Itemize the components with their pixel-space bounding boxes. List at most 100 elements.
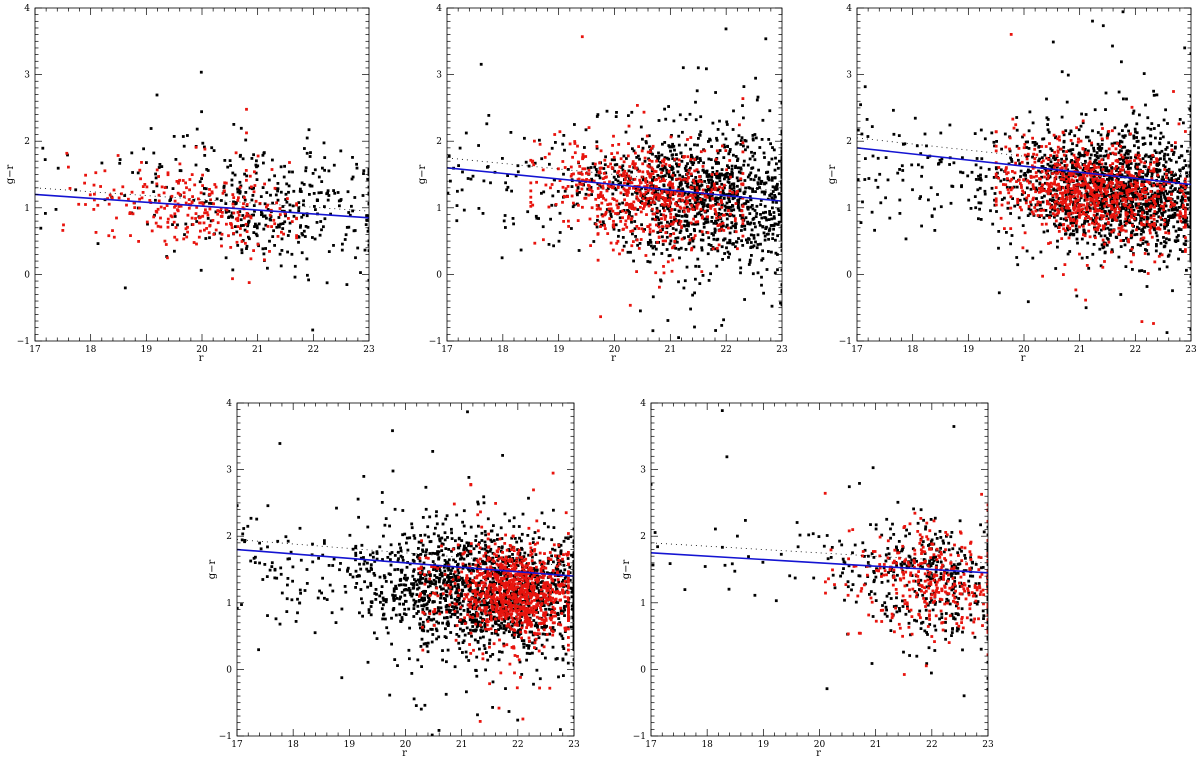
black-point bbox=[741, 244, 745, 247]
red-point bbox=[672, 232, 676, 235]
red-point bbox=[609, 207, 613, 211]
red-point bbox=[587, 126, 591, 129]
red-point bbox=[683, 177, 686, 181]
black-point bbox=[776, 268, 779, 272]
red-point bbox=[583, 167, 587, 171]
red-point bbox=[677, 194, 680, 198]
black-point bbox=[911, 188, 914, 192]
black-point bbox=[929, 186, 933, 190]
red-point bbox=[1031, 136, 1034, 140]
black-point bbox=[287, 190, 290, 194]
red-point bbox=[199, 191, 203, 195]
black-point bbox=[666, 207, 670, 211]
black-point bbox=[300, 181, 304, 185]
x-tick-label: 23 bbox=[776, 345, 788, 355]
black-point bbox=[589, 166, 593, 169]
red-point bbox=[198, 216, 201, 220]
black-point bbox=[1120, 157, 1124, 161]
black-point bbox=[1146, 212, 1149, 215]
black-point bbox=[978, 186, 982, 190]
red-point bbox=[276, 235, 280, 238]
red-point bbox=[186, 230, 189, 234]
black-point bbox=[739, 271, 742, 275]
red-point bbox=[209, 198, 212, 202]
black-point bbox=[351, 156, 354, 159]
black-point bbox=[247, 235, 250, 239]
red-point bbox=[1162, 182, 1166, 186]
red-point bbox=[673, 190, 677, 194]
red-point bbox=[162, 191, 166, 195]
black-point bbox=[663, 164, 666, 168]
black-point bbox=[160, 165, 164, 168]
black-point bbox=[761, 257, 765, 260]
black-point bbox=[716, 249, 720, 253]
black-point bbox=[1189, 241, 1191, 245]
black-point bbox=[748, 173, 751, 177]
black-point bbox=[694, 118, 698, 122]
black-point bbox=[1178, 169, 1182, 173]
red-point bbox=[1062, 153, 1066, 157]
red-point bbox=[601, 214, 605, 218]
red-point bbox=[624, 174, 628, 178]
black-point bbox=[1121, 145, 1125, 149]
red-point bbox=[1152, 160, 1156, 164]
black-point bbox=[700, 246, 704, 250]
red-point bbox=[145, 185, 149, 189]
red-point bbox=[232, 196, 236, 199]
black-point bbox=[252, 204, 256, 207]
red-point bbox=[1117, 211, 1120, 214]
x-tick-label: 21 bbox=[665, 345, 676, 355]
red-point bbox=[609, 202, 613, 206]
black-point bbox=[756, 243, 760, 246]
black-point bbox=[1053, 215, 1056, 219]
black-point bbox=[716, 128, 720, 131]
black-point bbox=[1088, 139, 1091, 143]
x-tick-label: 22 bbox=[308, 345, 319, 355]
black-point bbox=[724, 27, 728, 31]
black-point bbox=[1183, 46, 1187, 50]
black-point bbox=[1159, 252, 1162, 256]
black-point bbox=[1046, 123, 1049, 126]
black-point bbox=[506, 174, 509, 177]
red-point bbox=[722, 229, 726, 232]
black-point bbox=[1141, 228, 1145, 231]
black-point bbox=[1145, 201, 1149, 205]
black-point bbox=[780, 225, 782, 229]
black-point bbox=[674, 236, 678, 240]
black-point bbox=[1042, 137, 1046, 141]
black-point bbox=[646, 202, 649, 206]
black-point bbox=[739, 214, 742, 217]
black-point bbox=[319, 191, 323, 194]
black-point bbox=[776, 207, 780, 211]
black-point bbox=[1136, 243, 1140, 247]
black-point bbox=[1139, 219, 1142, 223]
black-point bbox=[1071, 174, 1075, 178]
black-point bbox=[1028, 110, 1032, 114]
black-point bbox=[1086, 192, 1090, 196]
black-point bbox=[699, 130, 703, 134]
red-point bbox=[1064, 206, 1068, 210]
red-point bbox=[112, 188, 116, 192]
black-point bbox=[614, 115, 618, 118]
black-point bbox=[688, 112, 692, 116]
black-point bbox=[774, 251, 778, 255]
x-tick-label: 17 bbox=[441, 345, 453, 355]
black-point bbox=[519, 248, 523, 252]
black-point bbox=[367, 185, 369, 189]
black-point bbox=[1158, 204, 1162, 207]
red-point bbox=[634, 212, 638, 216]
red-point bbox=[1121, 168, 1125, 172]
black-point bbox=[673, 217, 676, 221]
black-point bbox=[1146, 217, 1149, 221]
black-point bbox=[774, 238, 777, 242]
red-point bbox=[1053, 204, 1057, 207]
red-point bbox=[154, 209, 158, 213]
black-point bbox=[1166, 199, 1170, 202]
black-point bbox=[281, 205, 285, 208]
black-point bbox=[734, 226, 737, 230]
black-point bbox=[1069, 148, 1073, 152]
black-point bbox=[1183, 191, 1187, 195]
red-point bbox=[237, 196, 240, 200]
black-point bbox=[1075, 294, 1079, 298]
black-point bbox=[1073, 166, 1077, 170]
